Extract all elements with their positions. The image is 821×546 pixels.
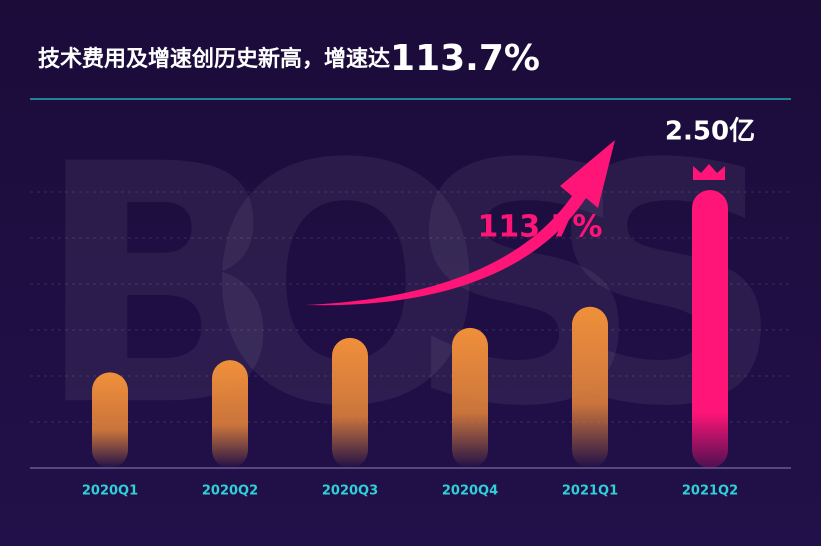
x-tick-label: 2020Q4 — [442, 484, 498, 499]
growth-arrow — [305, 140, 615, 306]
bar — [452, 327, 488, 468]
x-tick-label: 2021Q1 — [562, 484, 618, 499]
x-tick-label: 2020Q3 — [322, 484, 378, 499]
title-text: 技术费用及增速创历史新高，增速达 — [38, 46, 390, 72]
crown — [693, 164, 725, 180]
chart-title: 技术费用及增速创历史新高，增速达113.7% — [38, 38, 540, 79]
grid — [30, 191, 791, 423]
x-tick-label: 2021Q2 — [682, 484, 738, 499]
bar — [692, 190, 728, 468]
watermark: BOSS — [35, 94, 805, 478]
value-label: 2.50亿 — [665, 117, 755, 147]
growth-label: 113.7% — [478, 210, 603, 245]
x-tick-label: 2020Q2 — [202, 484, 258, 499]
bar — [92, 372, 128, 468]
bar — [572, 306, 608, 468]
bar — [332, 337, 368, 468]
bar — [212, 360, 248, 468]
title-highlight: 113.7% — [390, 38, 540, 79]
x-tick-label: 2020Q1 — [82, 484, 138, 499]
